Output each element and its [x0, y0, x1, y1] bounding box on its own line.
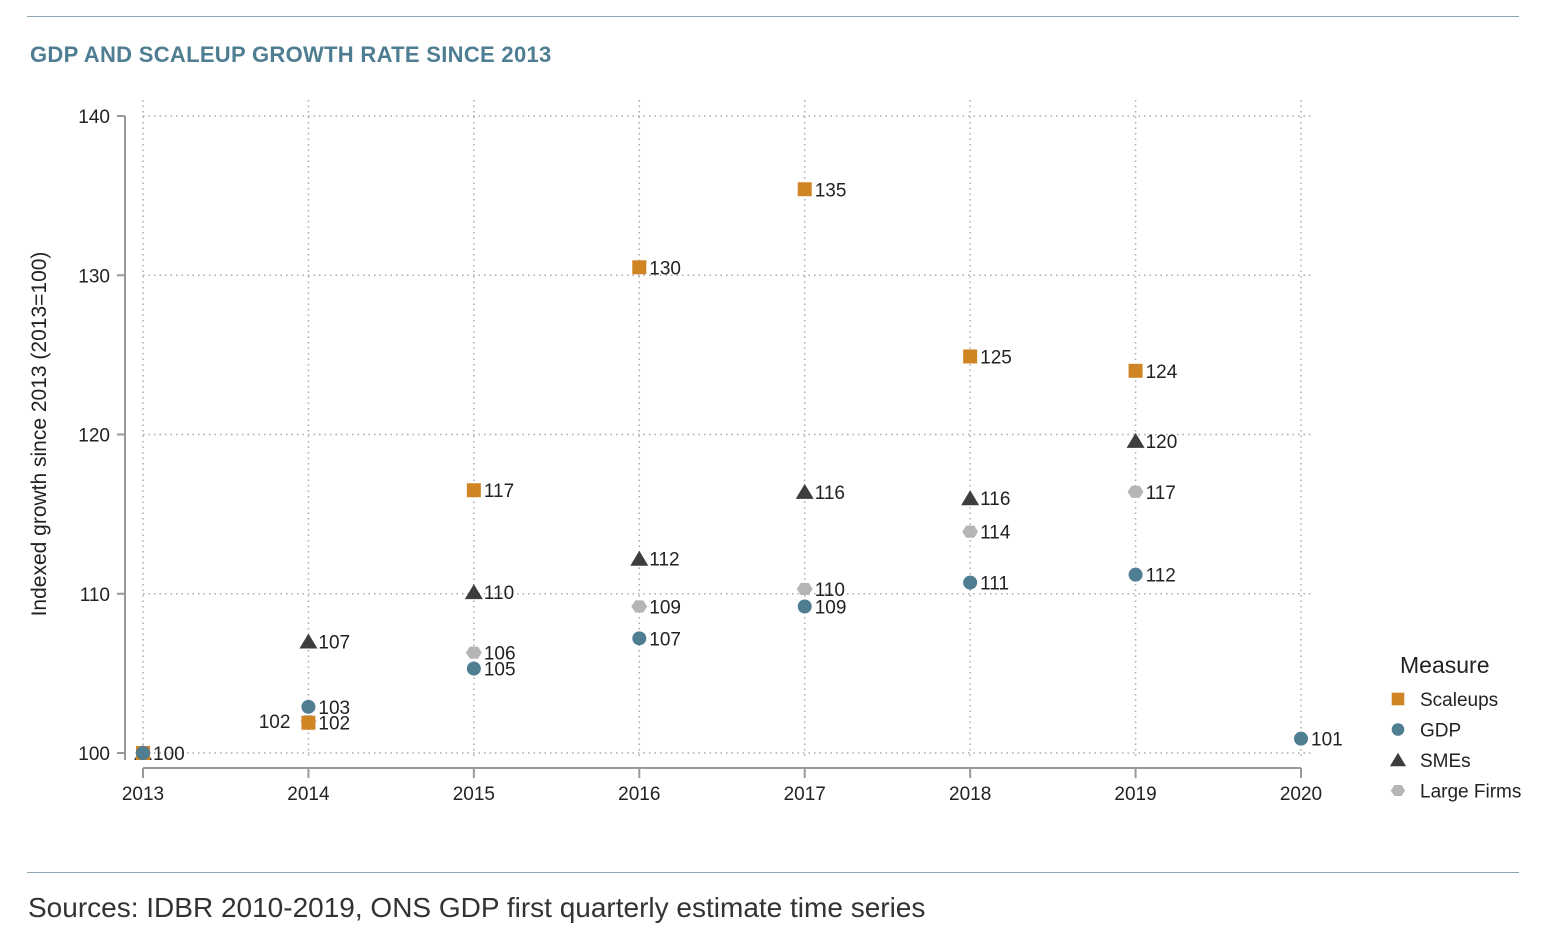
smes-point	[1126, 432, 1145, 448]
scaleups-data-label: 117	[484, 481, 514, 502]
x-tick-label: 2018	[949, 784, 991, 805]
large-firms-data-label: 109	[649, 597, 681, 618]
smes-point	[961, 490, 980, 506]
scaleups-data-label: 100	[153, 744, 185, 765]
y-tick-label: 120	[78, 426, 110, 447]
x-tick-label: 2017	[784, 784, 826, 805]
top-divider	[27, 16, 1519, 17]
legend-marker-gdp	[1391, 723, 1405, 736]
x-tick-label: 2019	[1114, 784, 1156, 805]
large-firms-data-label: 102	[259, 712, 291, 733]
gdp-point	[632, 631, 647, 646]
legend-title: Measure	[1400, 652, 1489, 678]
large-firms-point	[1127, 485, 1144, 498]
large-firms-point	[962, 525, 979, 538]
gdp-point	[1128, 567, 1143, 582]
legend-label: Large Firms	[1420, 782, 1521, 803]
large-firms-point	[465, 646, 482, 659]
smes-point	[630, 550, 649, 566]
bottom-divider	[27, 872, 1519, 873]
legend-label: SMEs	[1420, 751, 1471, 772]
legend-label: GDP	[1420, 721, 1461, 742]
scaleups-point	[797, 182, 812, 197]
gdp-data-label: 103	[318, 698, 350, 719]
smes-data-label: 116	[980, 489, 1010, 510]
x-tick-label: 2013	[122, 784, 164, 805]
y-tick-label: 140	[78, 107, 110, 128]
x-tick-label: 2015	[453, 784, 495, 805]
gdp-point	[797, 599, 812, 614]
gdp-data-label: 112	[1146, 566, 1176, 587]
scaleups-data-label: 125	[980, 347, 1012, 368]
gdp-point	[301, 699, 316, 714]
smes-data-label: 112	[649, 550, 679, 571]
gdp-point	[1294, 731, 1308, 746]
scaleups-data-label: 102	[318, 714, 350, 735]
legend-marker-scaleups	[1391, 692, 1405, 706]
legend-marker-smes	[1389, 752, 1407, 767]
gdp-data-label: 105	[484, 660, 516, 681]
scaleups-point	[301, 715, 316, 730]
scaleups-point	[632, 260, 647, 275]
scaleups-data-label: 124	[1146, 362, 1178, 383]
gdp-point	[466, 661, 481, 676]
legend-label: Scaleups	[1420, 690, 1498, 711]
y-axis-label: Indexed growth since 2013 (2013=100)	[28, 252, 51, 617]
y-tick-label: 110	[80, 585, 110, 606]
x-tick-label: 2014	[287, 784, 330, 805]
gdp-data-label: 109	[815, 597, 847, 618]
gdp-point	[963, 575, 978, 590]
y-tick-label: 100	[78, 744, 110, 765]
scaleups-point	[466, 483, 481, 498]
large-firms-point	[796, 582, 813, 596]
scatter-plot: 100 110 120 130 140 2013 2014 2015 2016 2017 2018 2…	[28, 100, 1521, 805]
scaleups-data-label: 135	[815, 180, 847, 201]
smes-point	[299, 633, 318, 649]
gdp-point	[136, 746, 150, 760]
source-note: Sources: IDBR 2010-2019, ONS GDP first q…	[28, 892, 926, 923]
smes-data-label: 120	[1146, 432, 1178, 453]
smes-data-label: 116	[815, 483, 845, 504]
y-tick-label: 130	[78, 266, 110, 287]
scaleups-point	[1128, 363, 1143, 378]
smes-point	[795, 483, 814, 499]
smes-data-label: 110	[484, 583, 514, 604]
legend-marker-large-firms	[1390, 785, 1406, 796]
x-tick-label: 2016	[618, 784, 660, 805]
scaleups-point	[963, 349, 978, 364]
gdp-data-label: 107	[649, 629, 681, 650]
large-firms-data-label: 110	[815, 580, 845, 601]
chart-title: GDP AND SCALEUP GROWTH RATE SINCE 2013	[30, 42, 552, 67]
smes-point	[464, 584, 483, 600]
large-firms-data-label: 117	[1146, 483, 1176, 504]
gdp-data-label: 101	[1311, 730, 1343, 751]
large-firms-data-label: 106	[484, 644, 516, 665]
smes-data-label: 107	[318, 633, 350, 654]
large-firms-point	[631, 600, 648, 613]
large-firms-data-label: 114	[980, 523, 1011, 544]
x-tick-label: 2020	[1280, 784, 1322, 805]
scaleups-data-label: 130	[649, 258, 681, 279]
gdp-data-label: 111	[980, 574, 1009, 595]
